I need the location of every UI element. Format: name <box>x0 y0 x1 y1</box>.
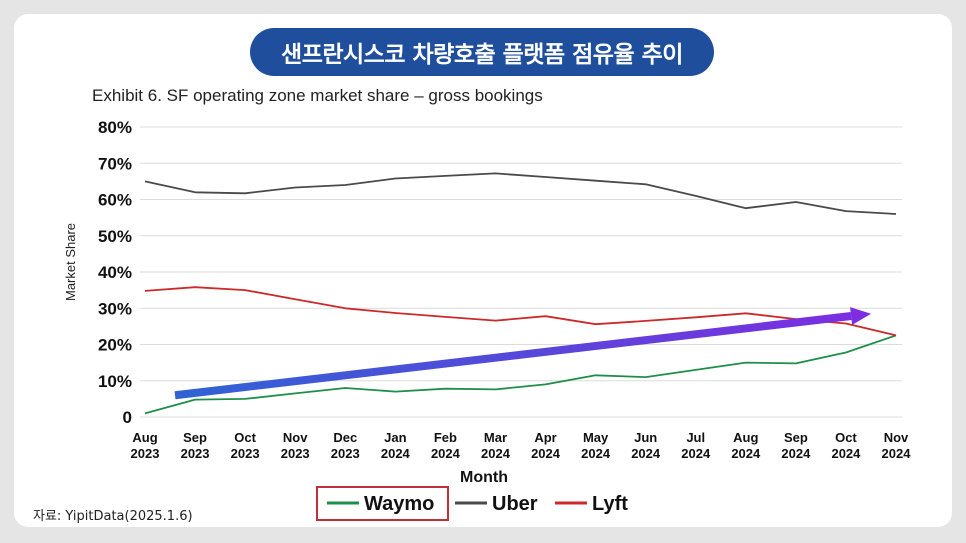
y-tick-labels: 0 10% 20% 30% 40% 50% 60% 70% 80% <box>98 118 132 427</box>
trend-arrow-shaft <box>174 312 852 400</box>
trend-arrow <box>174 307 871 400</box>
x-tick-month: Sep <box>183 430 207 445</box>
chart-subtitle: Exhibit 6. SF operating zone market shar… <box>92 86 543 105</box>
y-tick-label: 0 <box>123 408 132 427</box>
y-tick-label: 40% <box>98 263 132 282</box>
x-tick-year: 2024 <box>481 446 511 461</box>
legend-label-uber: Uber <box>492 493 538 515</box>
page-title: 샌프란시스코 차량호출 플랫폼 점유율 추이 <box>250 28 714 76</box>
x-tick-year: 2024 <box>781 446 811 461</box>
y-tick-label: 10% <box>98 372 132 391</box>
y-tick-label: 80% <box>98 118 132 137</box>
x-tick-year: 2024 <box>431 446 461 461</box>
series-lines <box>144 172 897 415</box>
series-line-waymo <box>144 334 897 415</box>
y-tick-label: 30% <box>98 299 132 318</box>
legend: Waymo Uber Lyft <box>316 486 628 521</box>
legend-highlight-box <box>316 486 449 521</box>
x-tick-year: 2023 <box>131 446 160 461</box>
x-tick-month: Sep <box>784 430 808 445</box>
legend-label-waymo: Waymo <box>364 493 434 515</box>
chart-card <box>14 14 952 527</box>
y-tick-label: 50% <box>98 227 132 246</box>
x-tick-month: Mar <box>484 430 507 445</box>
x-tick-labels: Aug2023Sep2023Oct2023Nov2023Dec2023Jan20… <box>131 430 912 461</box>
x-tick-year: 2023 <box>281 446 310 461</box>
x-tick-year: 2023 <box>331 446 360 461</box>
y-tick-label: 70% <box>98 154 132 173</box>
x-tick-month: Jul <box>686 430 705 445</box>
y-axis-label: Market Share <box>63 223 78 301</box>
x-tick-month: Oct <box>234 430 256 445</box>
x-tick-year: 2023 <box>231 446 260 461</box>
y-tick-label: 60% <box>98 191 132 210</box>
x-tick-year: 2024 <box>831 446 861 461</box>
y-tick-label: 20% <box>98 336 132 355</box>
series-line-lyft <box>144 286 897 337</box>
series-line-uber <box>144 172 897 215</box>
x-tick-year: 2024 <box>731 446 761 461</box>
x-tick-month: Nov <box>884 430 909 445</box>
x-tick-year: 2024 <box>882 446 912 461</box>
legend-label-lyft: Lyft <box>592 493 628 515</box>
x-tick-month: Jun <box>634 430 657 445</box>
x-tick-month: Dec <box>333 430 357 445</box>
grid-lines <box>140 126 902 418</box>
x-tick-year: 2023 <box>181 446 210 461</box>
x-tick-year: 2024 <box>581 446 611 461</box>
x-tick-year: 2024 <box>381 446 411 461</box>
x-tick-year: 2024 <box>681 446 711 461</box>
x-tick-month: Feb <box>434 430 457 445</box>
trend-arrow-head <box>850 307 871 325</box>
x-tick-year: 2024 <box>531 446 561 461</box>
x-tick-month: Apr <box>534 430 556 445</box>
x-axis-label: Month <box>460 469 508 486</box>
x-tick-month: Aug <box>733 430 758 445</box>
source-note: 자료: YipitData(2025.1.6) <box>33 509 193 524</box>
x-tick-month: May <box>583 430 609 445</box>
x-tick-month: Jan <box>384 430 406 445</box>
x-tick-month: Aug <box>132 430 157 445</box>
x-tick-month: Nov <box>283 430 308 445</box>
x-tick-year: 2024 <box>631 446 661 461</box>
x-tick-month: Oct <box>835 430 857 445</box>
